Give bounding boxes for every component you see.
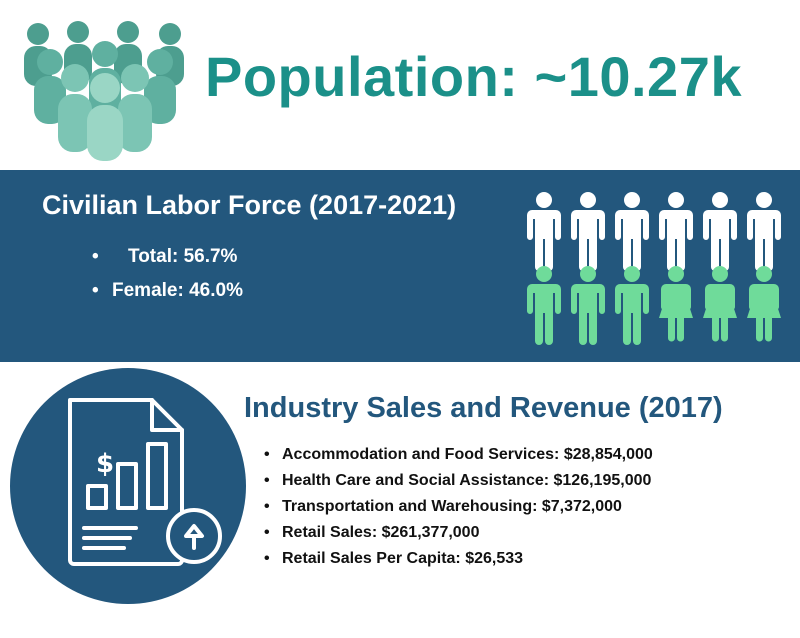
labor-force-total: Total: 56.7%: [92, 240, 243, 274]
workforce-figures: [527, 192, 781, 345]
list-item: Transportation and Warehousing: $7,372,0…: [264, 494, 653, 520]
female-figure-icon: [747, 266, 781, 342]
male-figure-icon: [659, 192, 693, 271]
male-figure-icon: [747, 192, 781, 271]
labor-force-title: Civilian Labor Force (2017-2021): [42, 190, 457, 220]
list-item: Retail Sales Per Capita: $26,533: [264, 546, 653, 572]
svg-text:$: $: [96, 449, 114, 479]
male-figure-icon: [615, 266, 649, 345]
female-figure-icon: [659, 266, 693, 342]
male-figure-icon: [571, 192, 605, 271]
male-figure-icon: [527, 192, 561, 271]
people-group-icon: [24, 21, 184, 161]
industry-title: Industry Sales and Revenue (2017): [244, 392, 723, 424]
male-figure-icon: [527, 266, 561, 345]
list-item: Accommodation and Food Services: $28,854…: [264, 442, 653, 468]
list-item: Health Care and Social Assistance: $126,…: [264, 468, 653, 494]
industry-section: $ Industry Sales and Revenue (2017) Acco…: [0, 362, 800, 638]
labor-force-female: Female: 46.0%: [92, 274, 243, 308]
labor-force-list: Total: 56.7% Female: 46.0%: [92, 240, 243, 308]
male-figure-icon: [571, 266, 605, 345]
population-section: Population: ~10.27k: [0, 0, 800, 170]
male-figure-icon: [615, 192, 649, 271]
labor-force-section: Civilian Labor Force (2017-2021) Total: …: [0, 170, 800, 362]
list-item: Retail Sales: $261,377,000: [264, 520, 653, 546]
female-figure-icon: [703, 266, 737, 342]
industry-list: Accommodation and Food Services: $28,854…: [264, 442, 653, 572]
financial-report-icon: $: [10, 368, 246, 604]
male-figure-icon: [703, 192, 737, 271]
population-title: Population: ~10.27k: [205, 45, 742, 108]
